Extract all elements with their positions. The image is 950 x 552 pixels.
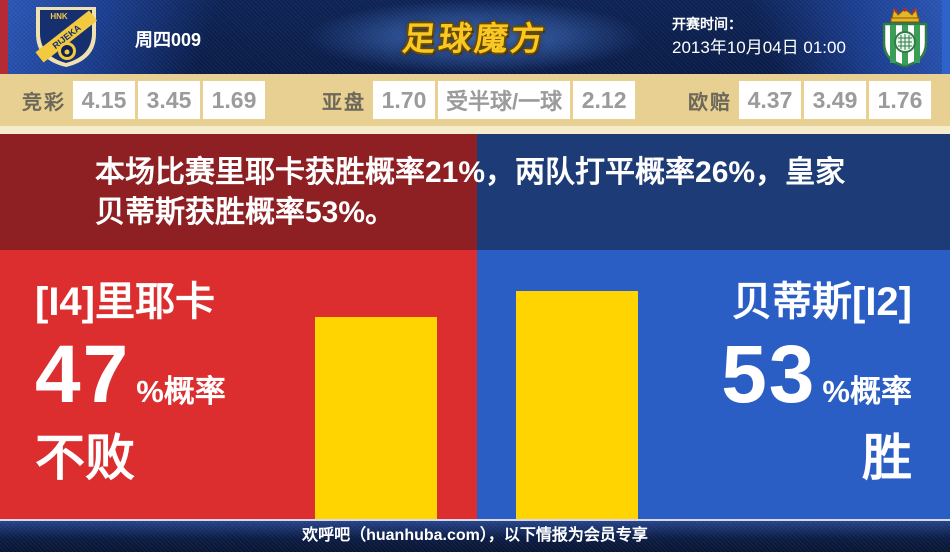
jingcai-away-odds: 1.69 bbox=[203, 81, 265, 119]
brand-title: 足球魔方 bbox=[400, 20, 549, 58]
footer-text: 欢呼吧（huanhuba.com），以下情报为会员专享 bbox=[302, 527, 648, 544]
yapan-away-odds: 2.12 bbox=[573, 81, 636, 119]
oupei-home-odds: 4.37 bbox=[739, 81, 801, 119]
yapan-home-odds: 1.70 bbox=[373, 81, 435, 119]
svg-text:HNK: HNK bbox=[50, 12, 68, 21]
home-prediction-copy: [I4]里耶卡 47 %概率 不败 bbox=[35, 276, 226, 486]
probability-bar-home bbox=[315, 317, 437, 519]
cream-separator bbox=[0, 126, 950, 134]
probability-bar-away bbox=[516, 291, 638, 519]
away-team-name: 贝蒂斯[I2] bbox=[732, 280, 912, 324]
away-predicted-outcome: 胜 bbox=[862, 430, 912, 486]
yapan-label: 亚盘 bbox=[322, 91, 366, 114]
summary-line-1: 本场比赛里耶卡获胜概率21%，两队打平概率26%，皇家 bbox=[95, 156, 846, 189]
kickoff-time: 2013年10月04日 01:00 bbox=[672, 38, 846, 57]
footer-banner: 欢呼吧（huanhuba.com），以下情报为会员专享 bbox=[0, 519, 950, 552]
odds-group-jingcai: 竞彩 4.15 3.45 1.69 bbox=[22, 74, 265, 126]
summary-banner: 本场比赛里耶卡获胜概率21%，两队打平概率26%，皇家 贝蒂斯获胜概率53%。 bbox=[0, 134, 950, 250]
away-team-crest-icon bbox=[878, 5, 932, 74]
oupei-draw-odds: 3.49 bbox=[804, 81, 866, 119]
brand-glow bbox=[305, 0, 645, 74]
brand-logo: 足球魔方 bbox=[305, 0, 645, 74]
home-team-name: [I4]里耶卡 bbox=[35, 280, 215, 324]
match-number-label: 周四009 bbox=[135, 30, 202, 50]
away-probability-value: 53 bbox=[721, 329, 817, 420]
summary-text: 本场比赛里耶卡获胜概率21%，两队打平概率26%，皇家 贝蒂斯获胜概率53%。 bbox=[0, 134, 950, 233]
left-edge-stripe bbox=[0, 0, 8, 74]
kickoff-label: 开赛时间： bbox=[672, 16, 742, 32]
match-header: RIJEKA HNK 周四009 足球魔方 开赛时间： 2013年10月04日 … bbox=[0, 0, 950, 74]
yapan-handicap: 受半球/一球 bbox=[438, 81, 571, 119]
summary-bg-away bbox=[477, 134, 950, 250]
home-predicted-outcome: 不败 bbox=[35, 430, 135, 486]
home-probability-unit: %概率 bbox=[136, 374, 226, 409]
odds-bar: 竞彩 4.15 3.45 1.69 亚盘 1.70 受半球/一球 2.12 欧赔… bbox=[0, 74, 950, 126]
jingcai-label: 竞彩 bbox=[22, 91, 66, 114]
home-probability-row: 47 %概率 bbox=[35, 334, 226, 416]
kickoff-info: 开赛时间： 2013年10月04日 01:00 bbox=[672, 13, 846, 59]
home-probability-value: 47 bbox=[35, 329, 131, 420]
oupei-label: 欧赔 bbox=[688, 91, 732, 114]
summary-line-2: 贝蒂斯获胜概率53%。 bbox=[95, 196, 396, 229]
right-edge-stripe bbox=[942, 0, 950, 74]
jingcai-draw-odds: 3.45 bbox=[138, 81, 200, 119]
odds-group-oupei: 欧赔 4.37 3.49 1.76 bbox=[688, 74, 931, 126]
home-team-crest-icon: RIJEKA HNK bbox=[26, 4, 106, 74]
prediction-panels: [I4]里耶卡 47 %概率 不败 贝蒂斯[I2] 53 %概率 胜 bbox=[0, 250, 950, 519]
away-probability-row: 53 %概率 bbox=[721, 334, 912, 416]
away-probability-unit: %概率 bbox=[822, 374, 912, 409]
odds-group-yapan: 亚盘 1.70 受半球/一球 2.12 bbox=[322, 74, 636, 126]
jingcai-home-odds: 4.15 bbox=[73, 81, 135, 119]
away-prediction-copy: 贝蒂斯[I2] 53 %概率 胜 bbox=[721, 276, 912, 486]
summary-bg-home bbox=[0, 134, 477, 250]
oupei-away-odds: 1.76 bbox=[869, 81, 931, 119]
